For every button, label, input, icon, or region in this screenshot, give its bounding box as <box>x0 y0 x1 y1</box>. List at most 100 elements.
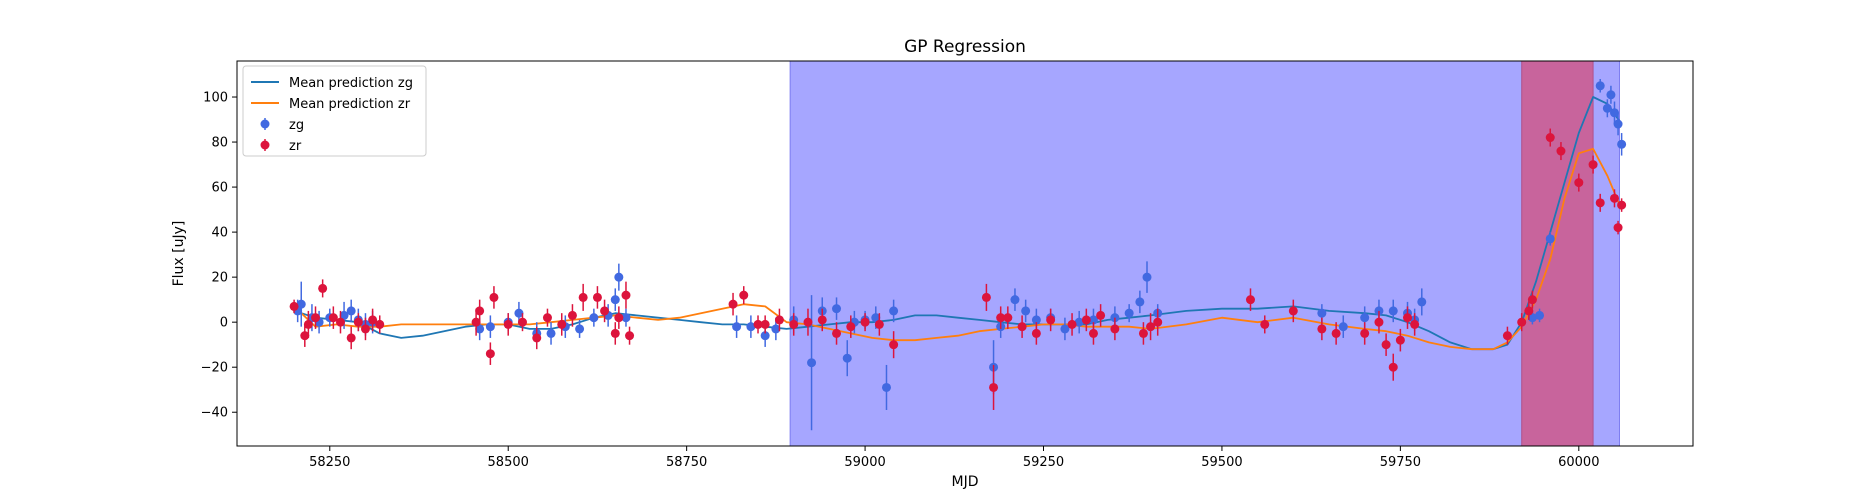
data-point-zg <box>1388 306 1398 316</box>
data-point-zr <box>803 317 813 327</box>
x-tick-label: 59500 <box>1201 455 1242 470</box>
data-point-zg <box>475 324 485 334</box>
series-points-zr <box>289 128 1627 410</box>
y-axis-label: Flux [uJy] <box>171 221 187 287</box>
legend-box <box>242 65 427 157</box>
data-point-zr <box>1527 295 1537 305</box>
y-tick-label: −20 <box>201 361 228 376</box>
x-tick-label: 58250 <box>309 455 350 470</box>
data-point-zr <box>610 328 620 338</box>
data-point-zr <box>832 328 842 338</box>
data-point-zr <box>328 313 338 323</box>
chart-title: GP Regression <box>904 37 1026 57</box>
legend-label-zr-points: zr <box>289 139 302 154</box>
data-point-zr <box>1388 362 1398 372</box>
data-point-zg <box>1338 322 1348 332</box>
data-point-zr <box>1517 317 1527 327</box>
data-point-zr <box>1395 335 1405 345</box>
y-tick-label: 80 <box>211 136 228 151</box>
data-point-zr <box>360 324 370 334</box>
data-point-zr <box>1374 317 1384 327</box>
data-point-zr <box>557 319 567 329</box>
plot-clipped-group <box>289 61 1627 446</box>
data-point-zr <box>346 333 356 343</box>
data-point-zg <box>575 324 585 334</box>
data-point-zg <box>1010 295 1020 305</box>
data-point-zr <box>1574 178 1584 188</box>
x-tick-label: 59250 <box>1023 455 1064 470</box>
data-point-zg <box>1545 234 1555 244</box>
data-point-zg <box>610 295 620 305</box>
legend-label-zg-points: zg <box>289 118 304 133</box>
data-point-zr <box>1017 322 1027 332</box>
data-point-zg <box>1021 306 1031 316</box>
data-point-zr <box>760 319 770 329</box>
data-point-zr <box>1595 198 1605 208</box>
data-point-zr <box>353 317 363 327</box>
data-point-zr <box>614 313 624 323</box>
data-point-zg <box>1124 308 1134 318</box>
data-point-zg <box>1613 119 1623 129</box>
data-point-zr <box>1003 313 1013 323</box>
data-point-zr <box>1146 322 1156 332</box>
x-tick-label: 60000 <box>1558 455 1599 470</box>
data-point-zg <box>760 331 770 341</box>
data-point-zr <box>1545 133 1555 143</box>
y-tick-label: 40 <box>211 226 228 241</box>
data-point-zr <box>592 292 602 302</box>
data-point-zr <box>1360 328 1370 338</box>
data-point-zg <box>881 382 891 392</box>
data-point-zr <box>874 319 884 329</box>
data-point-zr <box>1381 340 1391 350</box>
data-point-zr <box>475 306 485 316</box>
data-point-zg <box>807 358 817 368</box>
data-point-zg <box>1609 108 1619 118</box>
data-point-zr <box>1556 146 1566 156</box>
data-point-zg <box>732 322 742 332</box>
data-point-zr <box>753 319 763 329</box>
data-point-zr <box>625 331 635 341</box>
plot-area <box>289 61 1627 446</box>
data-point-zg <box>614 272 624 282</box>
data-point-zr <box>1245 295 1255 305</box>
data-point-zr <box>503 319 513 329</box>
data-point-zg <box>771 324 781 334</box>
x-tick-label: 58750 <box>666 455 707 470</box>
data-point-zr <box>1096 310 1106 320</box>
data-point-zr <box>1588 160 1598 170</box>
data-point-zr <box>1153 317 1163 327</box>
data-point-zr <box>1088 328 1098 338</box>
data-point-zr <box>1403 313 1413 323</box>
legend-label-zg-line: Mean prediction zg <box>289 76 413 91</box>
data-point-zg <box>1142 272 1152 282</box>
data-point-zr <box>1081 315 1091 325</box>
data-point-zr <box>311 313 321 323</box>
shaded-region-blue <box>789 61 1620 446</box>
data-point-zr <box>989 382 999 392</box>
axes-frame <box>236 60 1694 447</box>
data-point-zg <box>346 306 356 316</box>
data-point-zr <box>567 310 577 320</box>
data-point-zr <box>789 319 799 329</box>
data-point-zr <box>1613 223 1623 233</box>
data-point-zg <box>1031 315 1041 325</box>
data-point-zg <box>1602 103 1612 113</box>
data-point-zg <box>842 353 852 363</box>
data-point-zr <box>1317 324 1327 334</box>
data-point-zg <box>546 328 556 338</box>
data-point-zr <box>774 315 784 325</box>
data-point-zr <box>739 290 749 300</box>
data-point-zg <box>1060 324 1070 334</box>
data-point-zr <box>996 313 1006 323</box>
y-tick-label: 100 <box>203 91 228 106</box>
data-point-zr <box>368 315 378 325</box>
data-point-zr <box>578 292 588 302</box>
data-point-zr <box>532 333 542 343</box>
x-tick-label: 59750 <box>1380 455 1421 470</box>
axes: 58250 58500 58750 59000 59250 59500 59750 60000… <box>201 60 1694 470</box>
data-point-zg <box>589 313 599 323</box>
data-point-zr <box>375 319 385 329</box>
y-tick-label: 0 <box>220 316 228 331</box>
data-point-zg <box>871 313 881 323</box>
data-point-zr <box>728 299 738 309</box>
